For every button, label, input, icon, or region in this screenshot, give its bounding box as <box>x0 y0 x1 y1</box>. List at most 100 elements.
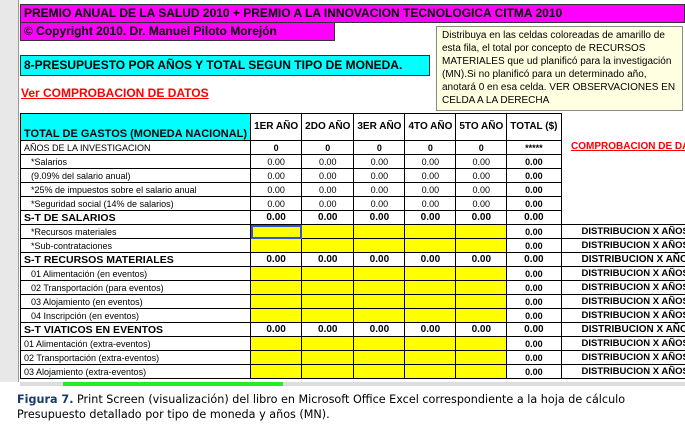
year-cell[interactable] <box>301 266 355 281</box>
year-cell[interactable] <box>455 266 508 281</box>
year-cell[interactable] <box>250 294 303 309</box>
total-cell[interactable]: 0.00 <box>506 364 562 379</box>
distribution-note[interactable]: DISTRIBUCION X AÑOS CO <box>560 350 685 365</box>
year-cell[interactable]: 0 <box>301 140 355 155</box>
year-cell[interactable]: 0.00 <box>455 196 508 211</box>
year-cell[interactable] <box>404 308 457 323</box>
year-cell[interactable]: 0.00 <box>301 252 355 267</box>
year-cell[interactable]: 0.00 <box>301 210 355 225</box>
year-cell[interactable] <box>455 308 508 323</box>
year-cell[interactable] <box>404 364 457 379</box>
section-title[interactable]: 8-PRESUPUESTO POR AÑOS Y TOTAL SEGUN TIP… <box>20 55 430 76</box>
row-label[interactable]: *Seguridad social (14% de salarios) <box>19 196 252 211</box>
total-cell[interactable]: 0.00 <box>506 336 562 351</box>
year-cell[interactable]: 0.00 <box>455 182 508 197</box>
year-cell[interactable] <box>455 336 508 351</box>
banner-title[interactable]: PREMIO ANUAL DE LA SALUD 2010 + PREMIO A… <box>20 4 685 23</box>
empty-cell[interactable] <box>561 141 685 155</box>
year-cell[interactable] <box>301 350 355 365</box>
year-cell[interactable] <box>353 238 406 253</box>
year-cell[interactable] <box>404 224 457 239</box>
year-cell[interactable] <box>250 238 303 253</box>
year-cell[interactable]: 0.00 <box>404 210 457 225</box>
year-cell[interactable] <box>301 238 355 253</box>
row-label[interactable]: S-T VIATICOS EN EVENTOS <box>19 322 252 337</box>
total-cell[interactable]: 0.00 <box>506 294 562 309</box>
year-cell[interactable] <box>455 238 508 253</box>
year-cell[interactable]: 0 <box>455 140 508 155</box>
year-cell[interactable] <box>404 238 457 253</box>
year-cell[interactable] <box>404 280 457 295</box>
row-label[interactable]: S-T DE SALARIOS <box>19 210 252 225</box>
year-cell[interactable] <box>353 224 406 239</box>
row-label[interactable]: 03 Alojamiento (extra-eventos) <box>19 364 252 379</box>
year-cell[interactable]: 0.00 <box>455 168 508 183</box>
year-cell[interactable]: 0.00 <box>404 154 457 169</box>
col-header-year2[interactable]: 2DO AÑO <box>301 113 355 141</box>
total-cell[interactable]: 0.00 <box>506 252 562 267</box>
year-cell[interactable] <box>250 336 303 351</box>
year-cell[interactable]: 0 <box>250 140 303 155</box>
total-cell[interactable]: 0.00 <box>506 168 562 183</box>
year-cell[interactable] <box>404 336 457 351</box>
year-cell[interactable] <box>353 294 406 309</box>
year-cell[interactable] <box>455 280 508 295</box>
row-label[interactable]: 01 Alimentación (extra-eventos) <box>19 336 252 351</box>
col-header-year4[interactable]: 4TO AÑO <box>404 113 457 141</box>
year-cell[interactable] <box>250 266 303 281</box>
year-cell[interactable]: 0.00 <box>404 322 457 337</box>
total-cell[interactable]: ***** <box>506 140 562 155</box>
row-label[interactable]: S-T RECURSOS MATERIALES <box>19 252 252 267</box>
year-cell[interactable]: 0.00 <box>301 182 355 197</box>
year-cell[interactable]: 0.00 <box>301 154 355 169</box>
year-cell[interactable]: 0.00 <box>353 210 406 225</box>
year-cell[interactable]: 0.00 <box>353 154 406 169</box>
check-data-side-link[interactable]: COMPROBACION DE DATOS <box>571 141 685 152</box>
year-cell[interactable] <box>250 364 303 379</box>
year-cell[interactable] <box>353 336 406 351</box>
distribution-note[interactable]: DISTRIBUCION X AÑOS CO <box>560 364 685 379</box>
distribution-note[interactable]: DISTRIBUCION X AÑOS CO <box>560 266 685 281</box>
year-cell[interactable] <box>455 224 508 239</box>
year-cell[interactable] <box>301 336 355 351</box>
row-label[interactable]: *25% de impuestos sobre el salario anual <box>19 182 252 197</box>
year-cell[interactable]: 0.00 <box>353 322 406 337</box>
col-header-year5[interactable]: 5TO AÑO <box>455 113 508 141</box>
year-cell[interactable] <box>301 294 355 309</box>
year-cell[interactable] <box>250 224 303 239</box>
year-cell[interactable] <box>301 280 355 295</box>
row-label[interactable]: 04 Inscripción (en eventos) <box>19 308 252 323</box>
total-cell[interactable]: 0.00 <box>506 154 562 169</box>
header-label[interactable]: TOTAL DE GASTOS (MONEDA NACIONAL) <box>19 113 252 141</box>
year-cell[interactable] <box>250 280 303 295</box>
total-cell[interactable]: 0.00 <box>506 182 562 197</box>
horizontal-scrollbar[interactable] <box>20 382 685 386</box>
year-cell[interactable] <box>353 280 406 295</box>
year-cell[interactable] <box>301 224 355 239</box>
year-cell[interactable]: 0.00 <box>404 182 457 197</box>
copyright-banner[interactable]: © Copyright 2010. Dr. Manuel Piloto More… <box>20 22 335 41</box>
year-cell[interactable]: 0.00 <box>455 154 508 169</box>
year-cell[interactable]: 0.00 <box>250 182 303 197</box>
distribution-note[interactable]: DISTRIBUCION X AÑOS CO <box>560 238 685 253</box>
year-cell[interactable]: 0.00 <box>301 196 355 211</box>
year-cell[interactable] <box>353 308 406 323</box>
year-cell[interactable]: 0.00 <box>353 168 406 183</box>
distribution-note[interactable]: DISTRIBUCION X AÑOS CO <box>560 252 685 267</box>
year-cell[interactable] <box>404 266 457 281</box>
year-cell[interactable]: 0 <box>404 140 457 155</box>
year-cell[interactable]: 0.00 <box>404 252 457 267</box>
total-cell[interactable]: 0.00 <box>506 322 562 337</box>
year-cell[interactable] <box>250 350 303 365</box>
row-label[interactable]: (9.09% del salario anual) <box>19 168 252 183</box>
empty-cell[interactable] <box>561 197 685 211</box>
row-label[interactable]: AÑOS DE LA INVESTIGACION <box>19 140 252 155</box>
total-cell[interactable]: 0.00 <box>506 238 562 253</box>
row-label[interactable]: *Salarios <box>19 154 252 169</box>
distribution-note[interactable]: DISTRIBUCION X AÑOS CO <box>560 294 685 309</box>
year-cell[interactable] <box>455 364 508 379</box>
year-cell[interactable] <box>301 308 355 323</box>
total-cell[interactable]: 0.00 <box>506 350 562 365</box>
year-cell[interactable]: 0.00 <box>250 210 303 225</box>
empty-cell[interactable] <box>561 211 685 225</box>
